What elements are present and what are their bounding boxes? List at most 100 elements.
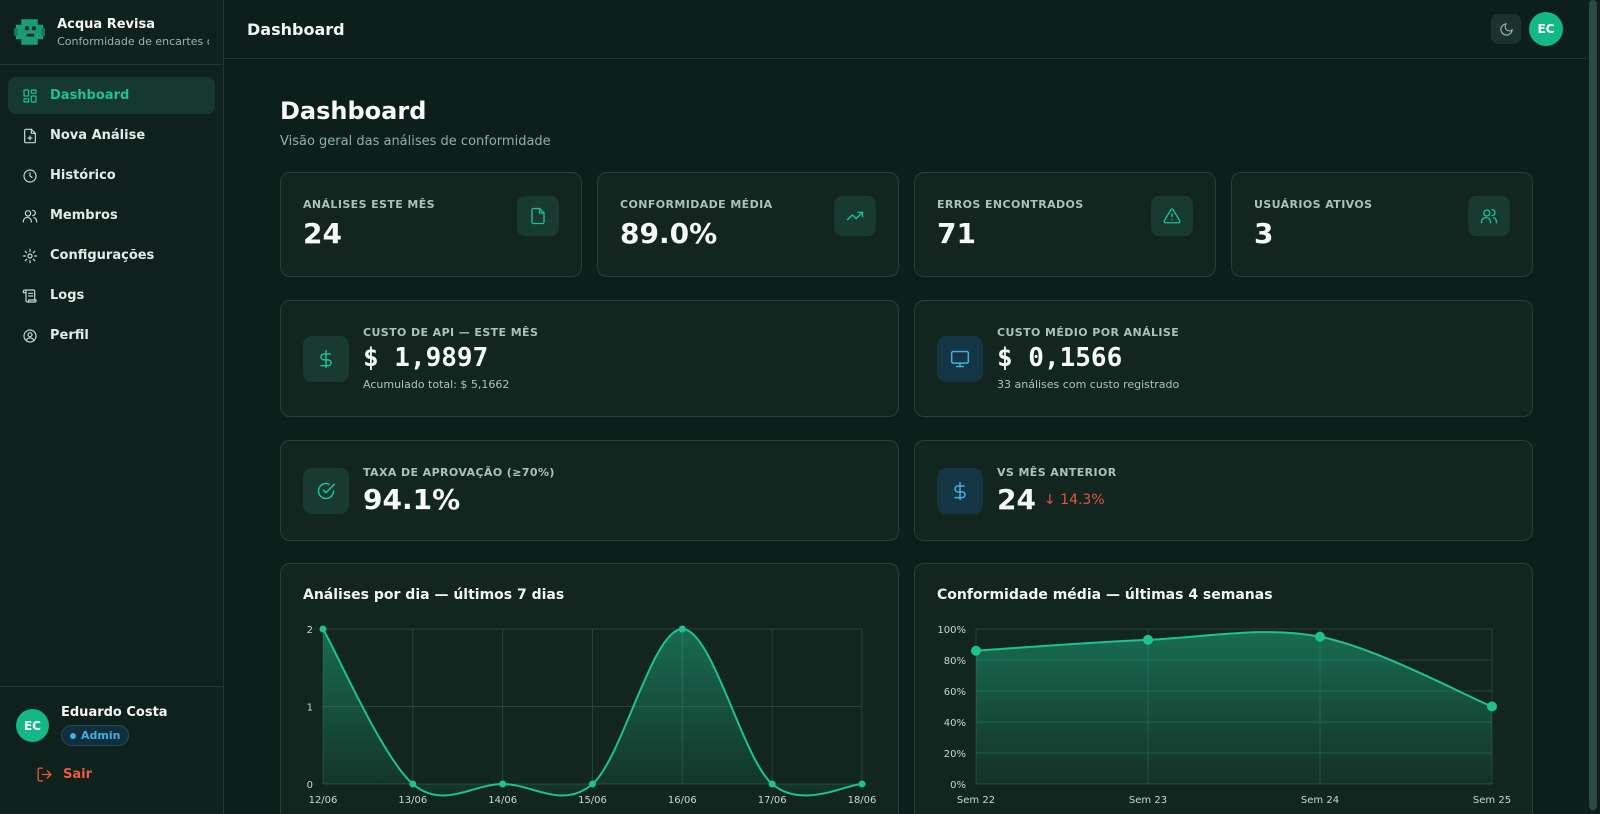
area-fill (323, 629, 862, 796)
x-tick-label: 13/06 (398, 795, 427, 806)
vs-prev-card: vs mês anterior 24 ↓ 14.3% (914, 440, 1533, 541)
stat-label: Análises este mês (303, 198, 435, 211)
user-name: Eduardo Costa (61, 705, 168, 720)
stat-card-analises: Análises este mês 24 (280, 172, 582, 277)
moon-icon (1499, 22, 1513, 36)
topbar: Dashboard EC (224, 0, 1586, 59)
cost-note: 33 análises com custo registrado (997, 378, 1180, 391)
stat-label: Erros encontrados (937, 198, 1084, 211)
dollar-icon (937, 468, 983, 514)
sidebar-item-label: Membros (50, 208, 118, 223)
x-tick-label: 15/06 (578, 795, 607, 806)
grid-icon (23, 88, 37, 103)
sidebar-item-configuracoes[interactable]: Configurações (8, 237, 215, 274)
sidebar-nav: Dashboard Nova Análise Histórico Membros… (0, 65, 223, 369)
area-fill (976, 632, 1492, 784)
document-icon (517, 196, 559, 236)
chart-title: Conformidade média — últimas 4 semanas (937, 587, 1273, 603)
y-tick-label: 100% (937, 625, 966, 636)
data-point (1143, 634, 1153, 645)
scroll-icon (22, 288, 37, 303)
stat-label: Usuários ativos (1254, 198, 1373, 211)
brand-subtitle: Conformidade de encartes c... (57, 34, 209, 48)
user-avatar-button[interactable]: EC (1529, 12, 1563, 46)
sidebar-item-membros[interactable]: Membros (8, 197, 215, 234)
data-point (1315, 631, 1325, 642)
data-point (499, 780, 507, 788)
sidebar-item-logs[interactable]: Logs (8, 277, 215, 314)
delta-badge: ↓ 14.3% (1044, 492, 1105, 508)
users-icon (1468, 196, 1510, 236)
sidebar: Acqua Revisa Conformidade de encartes c.… (0, 0, 224, 814)
stat-value: 71 (937, 217, 976, 250)
scrollbar[interactable] (1586, 0, 1600, 814)
status-dot (70, 732, 76, 739)
sidebar-item-perfil[interactable]: Perfil (8, 317, 215, 354)
chart-card-daily: Análises por dia — últimos 7 dias 0 1 2 12/… (280, 563, 899, 814)
chart-title: Análises por dia — últimos 7 dias (303, 587, 565, 603)
role-label: Admin (81, 729, 121, 742)
y-tick-label: 40% (944, 718, 966, 729)
logout-label: Sair (63, 767, 93, 782)
brand[interactable]: Acqua Revisa Conformidade de encartes c.… (0, 0, 223, 65)
gear-icon (22, 248, 38, 263)
sidebar-item-label: Histórico (50, 168, 116, 183)
x-tick-label: Sem 24 (1301, 795, 1339, 806)
stat-value: 89.0% (620, 217, 718, 250)
stat-card-conformidade: Conformidade média 89.0% (597, 172, 899, 277)
vs-prev-label: vs mês anterior (997, 466, 1117, 479)
scrollbar-thumb[interactable] (1589, 0, 1597, 810)
theme-toggle-button[interactable] (1491, 14, 1521, 44)
data-point (1487, 701, 1497, 712)
data-point (858, 780, 866, 788)
x-tick-label: 18/06 (848, 795, 877, 806)
stat-value: 3 (1254, 217, 1274, 250)
stat-card-erros: Erros encontrados 71 (914, 172, 1216, 277)
cost-label: Custo médio por análise (997, 326, 1180, 339)
check-circle-icon (303, 468, 349, 514)
sidebar-item-label: Perfil (50, 328, 89, 343)
data-point (971, 645, 981, 656)
x-tick-label: 12/06 (309, 795, 338, 806)
sidebar-footer: EC Eduardo Costa Admin Sair (0, 686, 223, 814)
y-tick-label: 2 (307, 625, 313, 636)
arrow-down-icon: ↓ (1043, 491, 1056, 508)
x-tick-label: Sem 25 (1473, 795, 1511, 806)
y-tick-label: 20% (944, 749, 966, 760)
sidebar-item-label: Logs (50, 288, 85, 303)
x-tick-label: 16/06 (668, 795, 697, 806)
approval-card: Taxa de aprovação (≥70%) 94.1% (280, 440, 899, 541)
approval-value: 94.1% (363, 483, 461, 516)
clock-icon (23, 168, 37, 183)
data-point (589, 780, 596, 788)
cost-value: $ 1,9897 (363, 343, 489, 373)
daily-analyses-chart: 0 1 2 12/06 13/06 14/06 15/06 16/06 17/06 18/06 (307, 625, 877, 806)
main-content: Dashboard Visão geral das análises de co… (280, 59, 1533, 814)
vs-prev-value-row: 24 ↓ 14.3% (997, 483, 1117, 516)
x-tick-label: 14/06 (488, 795, 517, 806)
series-line (975, 631, 1493, 708)
logo-icon (14, 19, 46, 45)
y-tick-label: 1 (307, 703, 313, 714)
stat-label: Conformidade média (620, 198, 773, 211)
sidebar-item-label: Nova Análise (50, 128, 146, 143)
y-tick-label: 60% (944, 687, 966, 698)
cost-value: $ 0,1566 (997, 343, 1123, 373)
x-tick-label: 17/06 (758, 795, 787, 806)
user-profile[interactable]: EC Eduardo Costa Admin (16, 703, 207, 746)
dollar-icon (303, 336, 349, 382)
user-circle-icon (23, 328, 37, 343)
chart-card-weekly: Conformidade média — últimas 4 semanas 0… (914, 563, 1533, 814)
logout-button[interactable]: Sair (36, 766, 207, 783)
sidebar-item-dashboard[interactable]: Dashboard (8, 77, 215, 114)
weekly-compliance-chart: 0% 20% 40% 60% 80% 100% Sem 22 Sem 23 Sem 24 Sem … (937, 625, 1511, 806)
data-point (409, 780, 417, 788)
sidebar-item-nova-analise[interactable]: Nova Análise (8, 117, 215, 154)
x-tick-label: Sem 23 (1129, 795, 1167, 806)
delta-value: 14.3% (1060, 491, 1105, 508)
brand-name: Acqua Revisa (57, 16, 155, 32)
y-tick-label: 80% (944, 656, 966, 667)
cost-note: Acumulado total: $ 5,1662 (363, 378, 510, 391)
sidebar-item-historico[interactable]: Histórico (8, 157, 215, 194)
topbar-title: Dashboard (247, 19, 345, 39)
